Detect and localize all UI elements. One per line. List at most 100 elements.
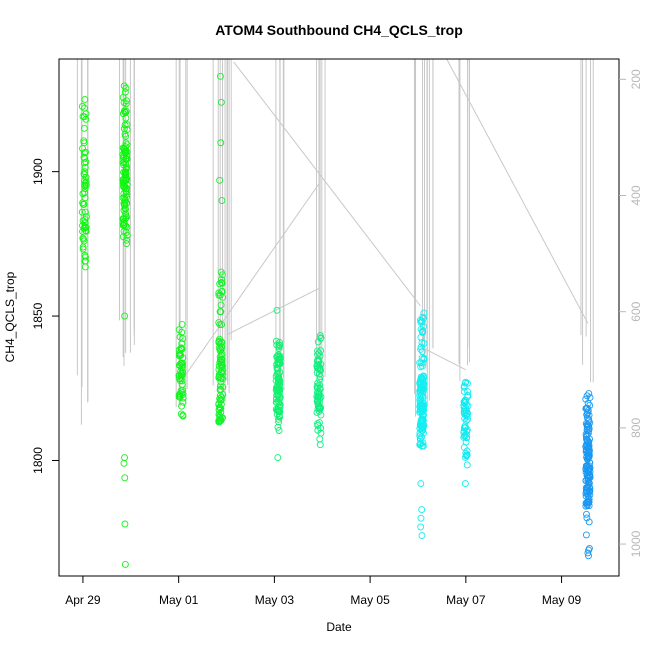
data-point <box>178 320 186 328</box>
data-point <box>78 208 86 216</box>
data-point <box>416 441 424 449</box>
data-point <box>276 377 284 385</box>
data-point <box>419 416 427 424</box>
data-point <box>122 109 130 116</box>
data-point <box>215 289 223 297</box>
data-point <box>585 390 593 398</box>
data-point <box>417 523 425 531</box>
data-point <box>418 339 426 346</box>
data-point <box>121 201 129 209</box>
data-point <box>177 345 185 353</box>
data-point <box>274 454 282 462</box>
data-point <box>218 197 226 204</box>
x-tick-label: May 05 <box>350 593 390 607</box>
data-point <box>178 340 186 348</box>
data-point <box>272 337 280 345</box>
data-point <box>314 400 322 408</box>
data-point <box>121 88 129 96</box>
data-point <box>217 308 225 316</box>
data-point <box>582 502 590 510</box>
data-point <box>276 339 283 346</box>
data-point <box>314 356 322 364</box>
data-point <box>123 231 131 239</box>
data-point <box>583 488 591 496</box>
data-point <box>273 410 281 418</box>
plot-area <box>76 58 594 568</box>
data-point <box>585 544 593 552</box>
data-point <box>583 414 591 422</box>
data-point <box>80 113 88 121</box>
data-point <box>583 392 591 400</box>
data-point <box>81 177 89 185</box>
data-point <box>417 514 425 522</box>
data-point <box>215 374 223 382</box>
data-point <box>417 343 425 351</box>
data-point <box>316 441 324 449</box>
data-point <box>121 108 129 116</box>
data-point <box>420 314 427 322</box>
data-point <box>119 144 127 152</box>
y-tick-label: 1850 <box>31 302 45 329</box>
data-point <box>585 495 593 503</box>
data-point <box>123 126 131 134</box>
data-point <box>123 190 131 198</box>
data-point <box>218 279 226 287</box>
y-tick-label: 1800 <box>31 447 45 474</box>
data-point <box>420 372 427 380</box>
data-series <box>215 72 227 426</box>
y-axis-label: CH4_QCLS_trop <box>3 271 17 362</box>
data-point <box>177 367 185 375</box>
data-point <box>216 347 224 355</box>
data-point <box>178 402 186 410</box>
data-point <box>119 194 127 202</box>
data-point <box>78 102 86 110</box>
data-point <box>315 405 323 413</box>
data-point <box>217 98 225 106</box>
data-point <box>178 381 186 388</box>
data-point <box>79 245 87 253</box>
x-axis: Apr 29 May 01 May 03 May 05 May 07 May 09 <box>65 575 582 607</box>
data-point <box>417 363 425 371</box>
data-point <box>417 325 425 333</box>
data-point <box>176 390 184 398</box>
y2-tick-label: 800 <box>629 418 643 438</box>
data-point <box>218 343 226 351</box>
data-point <box>272 405 280 413</box>
data-point <box>275 418 283 426</box>
data-point <box>215 291 223 299</box>
data-point <box>274 391 282 399</box>
plot-frame <box>58 58 620 577</box>
data-point <box>420 385 428 393</box>
data-point <box>80 124 88 132</box>
data-point <box>585 466 593 474</box>
x-tick-label: May 03 <box>255 593 295 607</box>
data-point <box>120 222 128 229</box>
data-point <box>416 421 424 429</box>
data-point <box>120 459 128 467</box>
data-point <box>461 480 469 488</box>
profile-transit-line <box>446 58 589 324</box>
data-point <box>121 474 129 482</box>
data-point <box>272 398 280 406</box>
data-point <box>216 356 224 364</box>
data-point <box>123 240 130 248</box>
data-point <box>218 368 226 376</box>
data-point <box>417 333 425 341</box>
y-axis: 1800 1850 1900 <box>31 158 59 474</box>
data-point <box>121 560 129 568</box>
data-point <box>176 377 184 385</box>
y-axis-right: 200 400 600 800 1000 <box>619 69 643 557</box>
profile-transit-line <box>226 288 320 336</box>
data-point <box>121 172 129 180</box>
data-point <box>273 383 281 391</box>
data-point <box>80 149 88 157</box>
data-point <box>121 312 129 320</box>
data-series <box>119 82 131 568</box>
y-tick-label: 1900 <box>31 158 45 185</box>
data-point <box>316 376 324 383</box>
data-point <box>217 139 225 147</box>
data-point <box>584 472 591 480</box>
data-point <box>120 215 128 223</box>
data-point <box>122 185 130 193</box>
